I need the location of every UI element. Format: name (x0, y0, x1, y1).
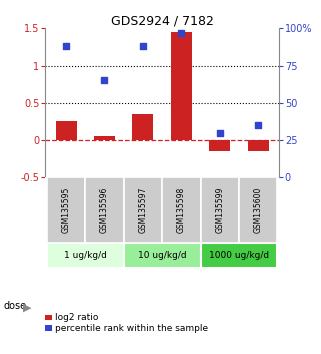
Text: GSM135595: GSM135595 (62, 187, 71, 233)
Title: GDS2924 / 7182: GDS2924 / 7182 (111, 14, 213, 27)
Text: GSM135597: GSM135597 (138, 187, 147, 233)
Bar (56, 121, 77, 140)
Point (64, 44, 69, 49)
Text: percentile rank within the sample: percentile rank within the sample (55, 324, 208, 333)
Bar (47, 242, 124, 268)
Text: 10 ug/kg/d: 10 ug/kg/d (138, 251, 187, 260)
Text: log2 ratio: log2 ratio (55, 313, 98, 322)
Bar (171, 32, 192, 140)
Point (140, 44, 145, 49)
Text: dose: dose (3, 301, 26, 311)
Bar (201, 177, 239, 242)
Bar (124, 242, 201, 268)
Text: ▶: ▶ (23, 302, 31, 312)
Text: GSM135600: GSM135600 (254, 187, 263, 233)
Point (179, 30, 184, 36)
Bar (209, 140, 230, 151)
Bar (132, 114, 153, 140)
Bar (94, 136, 115, 140)
Bar (162, 177, 201, 242)
Bar (85, 177, 124, 242)
Point (256, 122, 261, 128)
Bar (247, 140, 269, 151)
Text: 1 ug/kg/d: 1 ug/kg/d (64, 251, 107, 260)
Bar (201, 242, 277, 268)
Bar (124, 177, 162, 242)
Text: GSM135598: GSM135598 (177, 187, 186, 233)
Point (217, 130, 222, 136)
Text: 1000 ug/kg/d: 1000 ug/kg/d (209, 251, 269, 260)
Bar (47, 177, 85, 242)
Point (102, 78, 107, 83)
Text: GSM135596: GSM135596 (100, 187, 109, 233)
Bar (239, 177, 277, 242)
Text: GSM135599: GSM135599 (215, 187, 224, 233)
